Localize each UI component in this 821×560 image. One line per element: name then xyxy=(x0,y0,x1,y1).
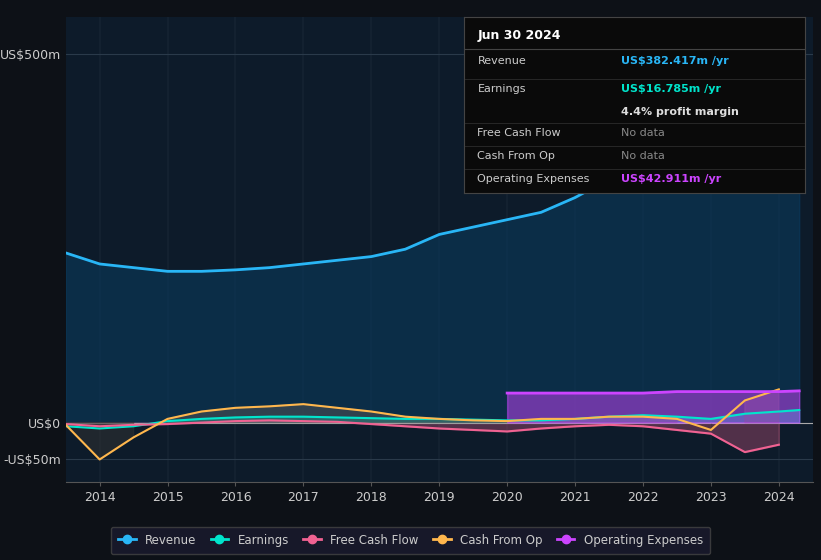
Text: No data: No data xyxy=(621,151,664,161)
Text: US$382.417m /yr: US$382.417m /yr xyxy=(621,55,728,66)
Text: 4.4% profit margin: 4.4% profit margin xyxy=(621,107,738,117)
Text: No data: No data xyxy=(621,128,664,138)
Legend: Revenue, Earnings, Free Cash Flow, Cash From Op, Operating Expenses: Revenue, Earnings, Free Cash Flow, Cash … xyxy=(111,527,710,554)
Text: Operating Expenses: Operating Expenses xyxy=(478,174,589,184)
Text: Jun 30 2024: Jun 30 2024 xyxy=(478,29,561,42)
Text: Free Cash Flow: Free Cash Flow xyxy=(478,128,561,138)
Text: US$16.785m /yr: US$16.785m /yr xyxy=(621,84,721,94)
Text: Earnings: Earnings xyxy=(478,84,526,94)
Text: US$42.911m /yr: US$42.911m /yr xyxy=(621,174,721,184)
Text: Cash From Op: Cash From Op xyxy=(478,151,555,161)
Text: Revenue: Revenue xyxy=(478,55,526,66)
